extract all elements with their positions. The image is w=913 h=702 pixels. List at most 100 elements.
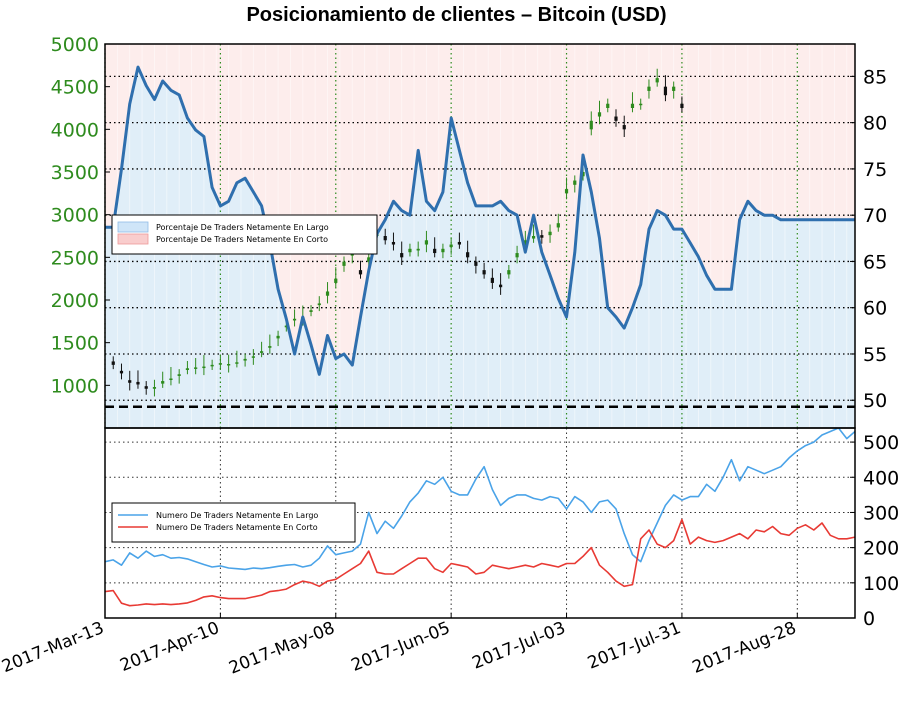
candle-body xyxy=(606,103,610,108)
legend-label: Porcentaje De Traders Netamente En Corto xyxy=(156,235,328,244)
bottom-frame xyxy=(104,427,856,619)
price-tick-label: 3500 xyxy=(51,162,99,184)
price-tick-label: 1500 xyxy=(51,333,99,355)
candle-body xyxy=(622,125,626,130)
price-tick-label: 2000 xyxy=(51,290,99,312)
candle-body xyxy=(177,374,181,376)
candle-body xyxy=(639,103,643,106)
candle-body xyxy=(416,248,420,251)
candle-body xyxy=(161,381,165,384)
candle-body xyxy=(564,189,569,194)
candle-body xyxy=(292,318,297,321)
candle-body xyxy=(490,277,494,283)
pct-tick-label: 80 xyxy=(863,113,887,135)
candle-body xyxy=(499,284,503,288)
candle-body xyxy=(235,362,239,364)
candle-body xyxy=(185,368,190,370)
price-tick-label: 4000 xyxy=(51,119,99,141)
count-tick-label: 500 xyxy=(863,432,899,454)
candle-body xyxy=(227,364,231,366)
date-tick-label: 2017-Jul-03 xyxy=(469,618,568,673)
candle-body xyxy=(119,370,124,374)
count-tick-label: 200 xyxy=(863,538,899,560)
legend-label: Numero De Traders Netamente En Corto xyxy=(156,523,318,532)
candle-body xyxy=(268,346,272,348)
price-tick-label: 4500 xyxy=(51,77,99,99)
candle-body xyxy=(466,252,470,258)
date-tick-label: 2017-Jul-31 xyxy=(585,618,684,673)
candle-body xyxy=(391,241,396,245)
short-traders-line xyxy=(105,518,855,607)
price-tick-label: 3000 xyxy=(51,205,99,227)
pct-tick-label: 70 xyxy=(863,205,887,227)
price-sentiment-panel xyxy=(104,44,855,428)
candle-body xyxy=(276,335,280,339)
legend-box xyxy=(111,214,378,255)
candle-body xyxy=(243,358,247,361)
candle-body xyxy=(325,291,330,296)
candle-body xyxy=(128,380,132,383)
candle-body xyxy=(424,240,429,245)
price-tick-label: 1000 xyxy=(51,375,99,397)
long-traders-line xyxy=(105,428,855,571)
date-tick-label: 2017-Aug-28 xyxy=(690,618,799,678)
candle-body xyxy=(482,270,486,275)
candle-body xyxy=(144,386,148,389)
legend-swatch xyxy=(117,233,149,245)
candle-body xyxy=(515,253,519,258)
date-tick-label: 2017-Jun-05 xyxy=(348,618,453,676)
candle-body xyxy=(334,278,338,283)
candle-body xyxy=(152,387,157,389)
pct-tick-label: 75 xyxy=(863,159,887,181)
candle-body xyxy=(614,116,618,121)
date-tick-label: 2017-May-08 xyxy=(226,618,337,679)
count-tick-label: 400 xyxy=(863,467,899,489)
net-long-percentage-line xyxy=(105,65,855,376)
candle-body xyxy=(507,270,511,275)
candle-body xyxy=(433,248,437,254)
candle-body xyxy=(136,381,140,385)
candle-body xyxy=(531,236,536,239)
candle-body xyxy=(655,78,659,83)
candle-body xyxy=(383,236,387,241)
candle-body xyxy=(630,103,635,108)
candle-body xyxy=(573,180,577,185)
date-tick-label: 2017-Mar-13 xyxy=(0,618,107,677)
candle-body xyxy=(400,253,404,258)
candle-body xyxy=(194,367,198,369)
candle-body xyxy=(251,356,255,358)
legend-box xyxy=(111,502,356,543)
price-tick-label: 5000 xyxy=(51,34,99,56)
candle-body xyxy=(647,86,651,91)
net-short-area xyxy=(105,44,855,375)
candle-body xyxy=(548,231,552,236)
pct-tick-label: 55 xyxy=(863,344,887,366)
legends: Porcentaje De Traders Netamente En Largo… xyxy=(111,214,378,543)
price-tick-label: 2500 xyxy=(51,247,99,269)
candle-body xyxy=(218,363,222,365)
pct-tick-label: 85 xyxy=(863,66,887,88)
pct-tick-label: 60 xyxy=(863,298,887,320)
count-tick-label: 100 xyxy=(863,573,899,595)
candle-body xyxy=(474,261,478,266)
candle-body xyxy=(342,261,346,266)
candle-body xyxy=(597,112,602,117)
candle-body xyxy=(202,366,206,369)
candle-body xyxy=(309,310,313,312)
chart-title: Posicionamiento de clientes – Bitcoin (U… xyxy=(246,4,667,26)
count-tick-label: 0 xyxy=(863,608,875,630)
candle-body xyxy=(367,257,371,262)
candle-body xyxy=(457,241,461,245)
candle-body xyxy=(540,235,544,238)
candle-body xyxy=(408,248,412,253)
candle-body xyxy=(589,120,593,130)
pct-tick-label: 50 xyxy=(863,390,887,412)
candle-body xyxy=(581,172,585,177)
net-long-area xyxy=(105,67,855,428)
candle-body xyxy=(523,240,527,245)
legend-label: Porcentaje De Traders Netamente En Largo xyxy=(156,223,329,232)
candle-body xyxy=(441,248,445,253)
candle-body xyxy=(284,325,288,328)
candle-body xyxy=(317,303,321,306)
date-tick-label: 2017-Apr-10 xyxy=(117,618,222,676)
